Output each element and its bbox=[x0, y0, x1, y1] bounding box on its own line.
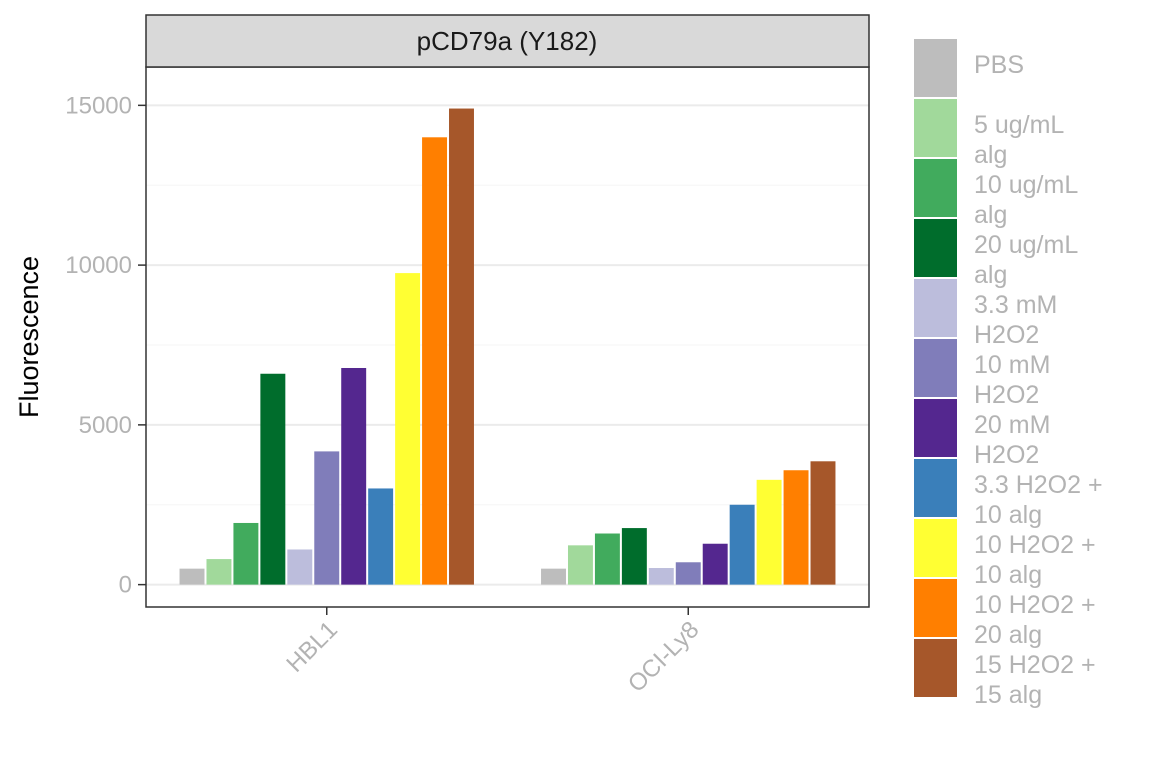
bar bbox=[206, 559, 232, 585]
legend-key bbox=[914, 519, 957, 577]
legend-label: alg bbox=[974, 141, 1007, 169]
bar bbox=[233, 522, 259, 585]
bar bbox=[783, 470, 809, 585]
y-tick-label: 10000 bbox=[65, 252, 132, 279]
legend-label: 10 mM bbox=[974, 351, 1050, 379]
bar bbox=[541, 568, 566, 585]
legend-label: 15 H2O2 + bbox=[974, 651, 1096, 679]
legend-label: 3.3 H2O2 + bbox=[974, 471, 1103, 499]
legend-label: H2O2 bbox=[974, 321, 1039, 349]
bar bbox=[449, 108, 474, 585]
bar bbox=[648, 568, 674, 585]
legend-label: 20 ug/mL bbox=[974, 231, 1078, 259]
legend-key bbox=[914, 159, 957, 217]
bar bbox=[675, 562, 701, 585]
legend-label: 20 mM bbox=[974, 411, 1050, 439]
y-axis: 0 5000 10000 15000 bbox=[65, 92, 146, 599]
bar bbox=[621, 528, 647, 585]
legend-key bbox=[914, 39, 957, 97]
bar bbox=[287, 549, 313, 585]
legend-label: 20 alg bbox=[974, 621, 1042, 649]
bar bbox=[395, 273, 421, 585]
legend-label: 10 ug/mL bbox=[974, 171, 1078, 199]
bar bbox=[341, 367, 367, 585]
bar bbox=[756, 479, 782, 585]
legend-label: H2O2 bbox=[974, 381, 1039, 409]
y-axis-label: Fluorescence bbox=[14, 256, 44, 418]
legend-label: 5 ug/mL bbox=[974, 111, 1064, 139]
legend-key bbox=[914, 399, 957, 457]
bar bbox=[314, 451, 340, 585]
legend-label: PBS bbox=[974, 51, 1024, 79]
legend-label: 10 H2O2 + bbox=[974, 531, 1096, 559]
legend-label: alg bbox=[974, 201, 1007, 229]
bar bbox=[567, 545, 593, 585]
legend-label: 3.3 mM bbox=[974, 291, 1057, 319]
bar bbox=[702, 543, 728, 585]
legend-key bbox=[914, 99, 957, 157]
legend-label: 15 alg bbox=[974, 681, 1042, 709]
bar bbox=[422, 137, 448, 585]
bar bbox=[368, 488, 394, 585]
bar bbox=[179, 568, 205, 585]
bars-layer bbox=[179, 108, 836, 585]
legend-label: alg bbox=[974, 261, 1007, 289]
legend-key bbox=[914, 459, 957, 517]
legend-label: 10 alg bbox=[974, 561, 1042, 589]
legend-label: 10 alg bbox=[974, 501, 1042, 529]
facet-strip bbox=[145, 14, 870, 68]
legend-key bbox=[914, 639, 957, 697]
y-tick-label: 5000 bbox=[79, 412, 132, 439]
y-tick-label: 15000 bbox=[65, 92, 132, 119]
legend-key bbox=[914, 339, 957, 397]
facet-title: pCD79a (Y182) bbox=[417, 26, 598, 56]
y-tick-label: 0 bbox=[119, 572, 132, 599]
bar bbox=[729, 504, 755, 585]
bar bbox=[260, 373, 286, 585]
legend-key bbox=[914, 279, 957, 337]
legend-label: 10 H2O2 + bbox=[974, 591, 1096, 619]
bar bbox=[594, 533, 620, 585]
bar bbox=[810, 461, 836, 585]
legend-label: H2O2 bbox=[974, 441, 1039, 469]
legend-key bbox=[914, 579, 957, 637]
legend-key bbox=[914, 219, 957, 277]
